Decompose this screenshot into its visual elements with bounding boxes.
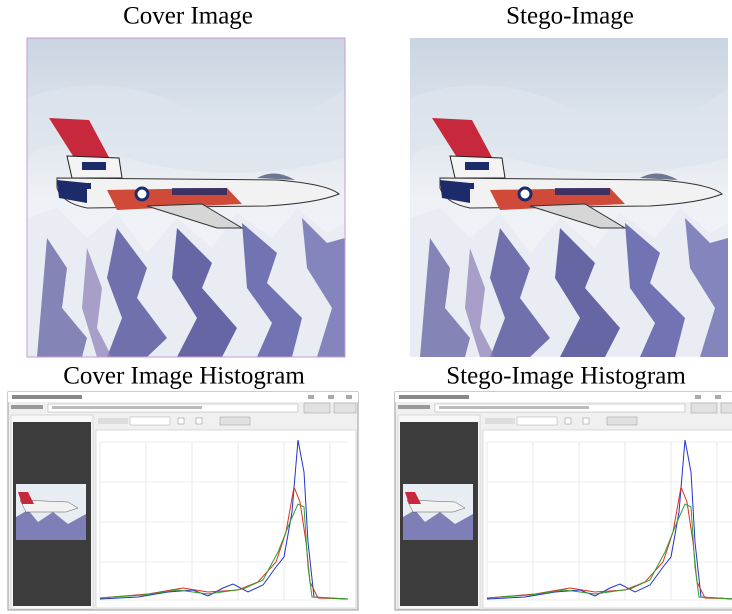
panel-title: Cover Image Histogram: [63, 363, 305, 390]
panel-title: Stego-Image: [506, 3, 634, 30]
panel-title: Stego-Image Histogram: [446, 363, 686, 390]
stego-histogram-screenshot: [395, 392, 732, 610]
panel-title: Cover Image: [123, 3, 253, 30]
cover-histogram-screenshot: [8, 392, 358, 610]
stego-image: [410, 38, 728, 357]
figure: Cover Image Stego-Image Cover Image Hist…: [0, 0, 732, 614]
cover-image: [27, 38, 345, 357]
